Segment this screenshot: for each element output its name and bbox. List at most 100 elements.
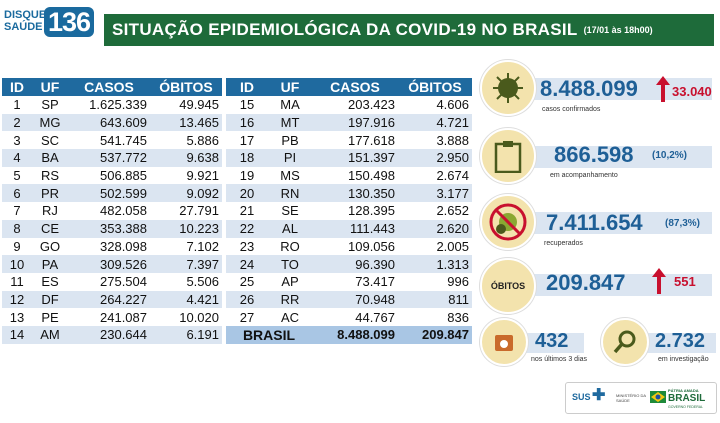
cell-obitos: 3.888 (436, 132, 469, 148)
cell-uf: PE (41, 309, 59, 325)
total-label: BRASIL (226, 325, 312, 344)
last3-icon-circle (480, 318, 528, 366)
col-casos: CASOS (68, 78, 150, 96)
cell-casos: 353.388 (68, 219, 150, 238)
cell-id: 11 (10, 274, 24, 290)
table-row: 24 TO 96.390 1.313 (226, 255, 472, 273)
following-pct: (10,2%) (652, 150, 688, 161)
last3-label: nos últimos 3 dias (531, 356, 588, 363)
cell-id: 3 (13, 132, 21, 148)
cell-id: 1 (13, 97, 21, 113)
cell-casos: 130.350 (312, 184, 398, 203)
page-title: SITUAÇÃO EPIDEMIOLÓGICA DA COVID-19 NO B… (112, 20, 578, 39)
cell-casos: 506.885 (100, 168, 147, 184)
cell-uf: RJ (42, 203, 58, 219)
cell-id: 20 (226, 184, 268, 203)
cell-id: 24 (226, 255, 268, 273)
cell-uf: PA (32, 255, 68, 273)
total-casos: 8.488.099 (312, 325, 398, 344)
cell-id: 27 (239, 309, 255, 325)
clipboard-icon (494, 141, 522, 173)
cell-id: 6 (2, 184, 32, 203)
table-header-row: ID UF CASOS ÓBITOS (226, 78, 472, 96)
confirmed-new: 33.040 (672, 84, 712, 99)
disque-saude-logo: DISQUE SAÚDE 136 (4, 7, 95, 46)
cell-id: 13 (9, 309, 25, 325)
page-header: SITUAÇÃO EPIDEMIOLÓGICA DA COVID-19 NO B… (104, 14, 714, 46)
table-row: 5 RS 506.885 9.921 (2, 167, 222, 185)
cell-casos: 96.390 (312, 255, 398, 273)
cell-uf: MA (280, 97, 300, 113)
cell-obitos: 7.397 (150, 255, 222, 273)
confirmed-label: casos confirmados (542, 106, 601, 113)
table-row: 13 PE 241.087 10.020 (2, 308, 222, 326)
cell-obitos: 10.223 (150, 219, 222, 238)
cell-uf: SP (41, 97, 59, 113)
cell-casos: 150.498 (348, 168, 395, 184)
cell-obitos: 4.421 (150, 290, 222, 309)
total-obitos: 209.847 (398, 325, 472, 344)
states-table-right: ID UF CASOS ÓBITOS 15 MA 203.423 4.606 16 MT 1… (226, 78, 472, 344)
investigation-bar (630, 333, 716, 353)
cell-uf: MS (280, 168, 300, 184)
investigation-label: em investigação (658, 356, 709, 363)
cell-obitos: 2.620 (398, 219, 472, 238)
cell-uf: PI (268, 149, 312, 167)
cell-uf: DF (32, 290, 68, 309)
logo-number: 136 (44, 7, 95, 37)
cell-obitos: 2.005 (436, 238, 469, 254)
cell-id: 25 (239, 274, 255, 290)
cell-uf: PB (281, 132, 299, 148)
table-row: 21 SE 128.395 2.652 (226, 202, 472, 220)
cell-obitos: 2.674 (436, 168, 469, 184)
table-header-row: ID UF CASOS ÓBITOS (2, 78, 222, 96)
cell-obitos: 9.638 (150, 149, 222, 167)
col-casos: CASOS (312, 78, 398, 96)
page-date: (17/01 às 18h00) (583, 25, 653, 35)
col-uf: UF (268, 78, 312, 96)
cell-obitos: 2.950 (398, 149, 472, 167)
sus-logo: SUS (572, 392, 591, 402)
cell-id: 14 (2, 325, 32, 344)
recovered-icon-circle (480, 194, 536, 250)
investigation-value: 2.732 (655, 330, 706, 352)
recovered-pct: (87,3%) (665, 218, 701, 229)
brasil-label: BRASIL (668, 393, 706, 404)
cell-casos: 309.526 (68, 255, 150, 273)
cell-casos: 328.098 (100, 238, 147, 254)
cell-uf: AC (280, 309, 300, 325)
col-id: ID (2, 78, 32, 96)
cell-id: 16 (226, 113, 268, 132)
cell-id: 4 (2, 149, 32, 167)
cell-casos: 1.625.339 (89, 97, 147, 113)
deaths-value: 209.847 (546, 270, 626, 295)
cell-uf: CE (32, 219, 68, 238)
table-row: 1 SP 1.625.339 49.945 (2, 96, 222, 114)
cell-id: 17 (239, 132, 255, 148)
cell-casos: 151.397 (312, 149, 398, 167)
cell-obitos: 27.791 (179, 203, 219, 219)
recovered-label: recuperados (544, 240, 583, 247)
table-row: 20 RN 130.350 3.177 (226, 184, 472, 203)
cell-obitos: 2.652 (436, 203, 469, 219)
cell-id: 22 (226, 219, 268, 238)
following-bar (508, 146, 712, 168)
cell-obitos: 7.102 (186, 238, 219, 254)
brazil-flag-icon (650, 391, 666, 403)
table-row: 2 MG 643.609 13.465 (2, 113, 222, 132)
following-label: em acompanhamento (550, 172, 618, 179)
cell-casos: 128.395 (348, 203, 395, 219)
cell-casos: 111.443 (312, 219, 398, 238)
cell-id: 15 (239, 97, 255, 113)
up-arrow-icon (656, 76, 670, 102)
cell-casos: 537.772 (68, 149, 150, 167)
magnifier-icon (613, 330, 636, 354)
logo-disque: DISQUE (4, 9, 47, 21)
cell-uf: RN (268, 184, 312, 203)
ministry-label: MINISTÉRIO DA SAÚDE (616, 393, 646, 403)
following-icon-circle (480, 128, 536, 184)
table-row: 23 RO 109.056 2.005 (226, 238, 472, 256)
cell-id: 2 (2, 113, 32, 132)
footer-logos: SUS ✚ MINISTÉRIO DA SAÚDE PÁTRIA AMADA B… (565, 382, 717, 414)
confirmed-value: 8.488.099 (540, 76, 638, 101)
